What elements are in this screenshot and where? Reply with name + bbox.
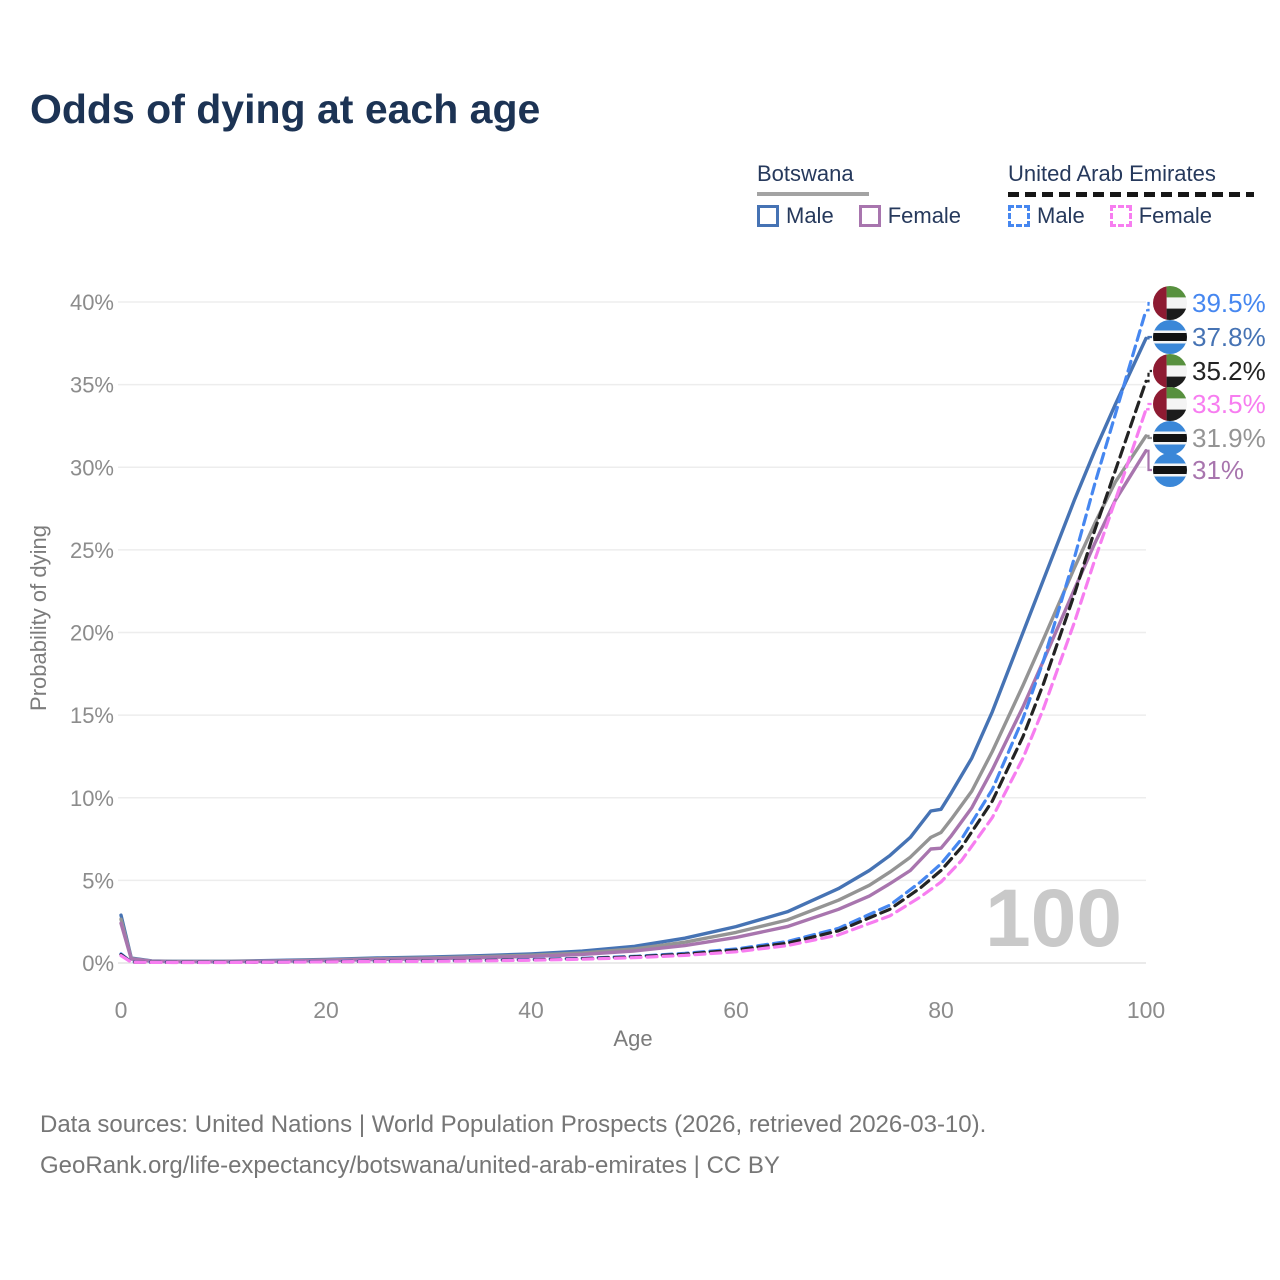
uae-flag-icon bbox=[1153, 387, 1187, 421]
footer: Data sources: United Nations | World Pop… bbox=[40, 1104, 986, 1186]
legend-label-botswana-female[interactable]: Female bbox=[887, 203, 962, 228]
footer-attribution: GeoRank.org/life-expectancy/botswana/uni… bbox=[40, 1152, 780, 1179]
end-label-uae-all: 35.2% bbox=[1192, 356, 1266, 386]
x-tick-100: 100 bbox=[1127, 997, 1165, 1023]
series-lines bbox=[119, 308, 1148, 965]
y-tick-20%: 20% bbox=[70, 621, 114, 646]
y-axis-title: Probability of dying bbox=[26, 525, 51, 711]
uae-flag-icon bbox=[1153, 354, 1187, 388]
y-tick-0%: 0% bbox=[82, 951, 114, 976]
botswana-solid-line-swatch bbox=[757, 192, 869, 196]
legend-swatch-uae-female[interactable] bbox=[1109, 205, 1132, 227]
end-label-connectors bbox=[1146, 301, 1152, 472]
legend-label-botswana-male[interactable]: Male bbox=[786, 203, 834, 228]
flag-icons bbox=[1153, 286, 1187, 487]
botswana-flag-icon bbox=[1153, 453, 1187, 487]
series-line-uae-male[interactable] bbox=[119, 308, 1148, 964]
page-title: Odds of dying at each age bbox=[30, 86, 541, 132]
y-tick-40%: 40% bbox=[70, 290, 114, 315]
legend-swatch-botswana-male[interactable] bbox=[757, 205, 779, 227]
y-tick-35%: 35% bbox=[70, 373, 114, 398]
series-line-botswana-male[interactable] bbox=[119, 336, 1148, 963]
legend-row-botswana: Male Female bbox=[757, 203, 986, 229]
connector-uae-female bbox=[1146, 402, 1152, 411]
uae-flag-icon bbox=[1153, 286, 1187, 320]
mortality-line-chart[interactable]: 0% 5% 10% 15% 20% 25% 30% 35% 40% 0 20 40 60 80 100 Age… bbox=[0, 0, 1280, 1080]
botswana-flag-icon bbox=[1153, 320, 1187, 354]
y-tick-25%: 25% bbox=[70, 538, 114, 563]
end-label-uae-male: 39.5% bbox=[1192, 288, 1266, 318]
legend-label-uae-female[interactable]: Female bbox=[1138, 203, 1213, 228]
y-tick-5%: 5% bbox=[82, 868, 114, 893]
series-line-uae-female[interactable] bbox=[119, 407, 1148, 965]
botswana-flag-icon bbox=[1153, 421, 1187, 455]
connector-uae-all bbox=[1146, 369, 1152, 383]
age-cursor-label: 100 bbox=[985, 873, 1122, 964]
end-label-botswana-all: 31.9% bbox=[1192, 423, 1266, 453]
legend-swatch-botswana-female[interactable] bbox=[858, 205, 881, 227]
legend-row-uae: Male Female bbox=[1008, 203, 1237, 229]
x-tick-40: 40 bbox=[518, 997, 544, 1023]
legend-country-uae[interactable]: United Arab Emirates bbox=[1008, 161, 1216, 186]
x-axis-title: Age bbox=[613, 1026, 652, 1051]
legend-label-uae-male[interactable]: Male bbox=[1037, 203, 1085, 228]
series-line-uae-all[interactable] bbox=[119, 379, 1148, 964]
connector-botswana-all bbox=[1146, 434, 1152, 440]
end-label-uae-female: 33.5% bbox=[1192, 389, 1266, 419]
connector-botswana-male bbox=[1146, 335, 1152, 340]
legend-swatch-uae-male[interactable] bbox=[1008, 205, 1030, 227]
uae-dashed-line-swatch bbox=[1008, 192, 1254, 197]
x-tick-20: 20 bbox=[313, 997, 339, 1023]
connector-uae-male bbox=[1146, 301, 1152, 312]
end-label-botswana-male: 37.8% bbox=[1192, 322, 1266, 352]
end-label-botswana-female: 31% bbox=[1192, 455, 1244, 485]
legend-country-botswana[interactable]: Botswana bbox=[757, 161, 854, 186]
footer-data-sources: Data sources: United Nations | World Pop… bbox=[40, 1111, 987, 1138]
gridlines: 0% 5% 10% 15% 20% 25% 30% 35% 40% bbox=[70, 290, 1146, 976]
x-tick-80: 80 bbox=[928, 997, 954, 1023]
series-line-botswana-female[interactable] bbox=[119, 449, 1148, 964]
y-tick-15%: 15% bbox=[70, 703, 114, 728]
end-labels: 39.5% 37.8% 35.2%33.5% 31.9%31% bbox=[1192, 288, 1266, 485]
x-tick-60: 60 bbox=[723, 997, 749, 1023]
y-tick-30%: 30% bbox=[70, 455, 114, 480]
x-tick-0: 0 bbox=[115, 997, 128, 1023]
y-tick-10%: 10% bbox=[70, 786, 114, 811]
connector-botswana-female bbox=[1146, 449, 1152, 472]
